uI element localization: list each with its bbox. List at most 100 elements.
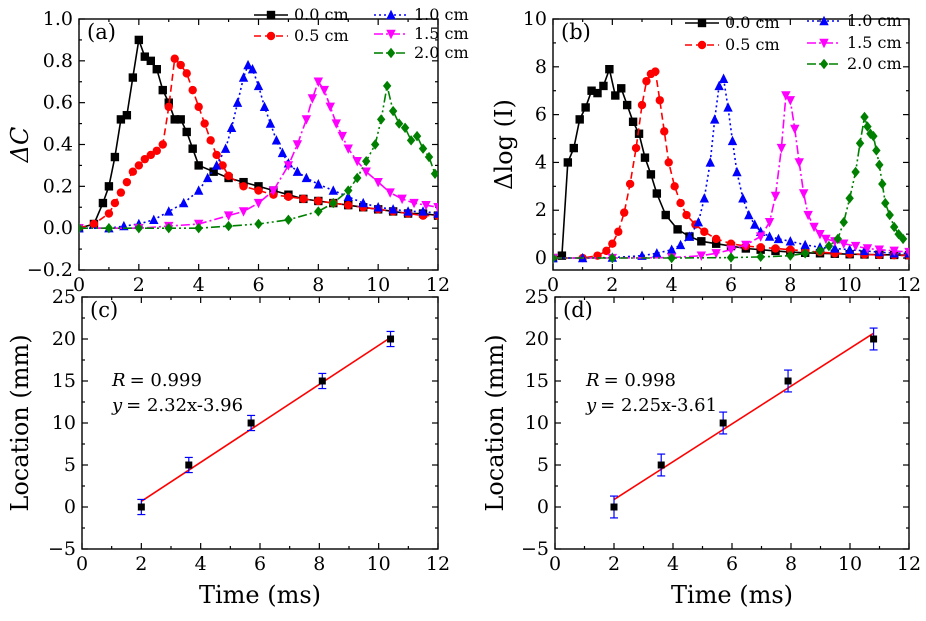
data-point (301, 172, 312, 183)
data-point (553, 252, 558, 264)
data-point (631, 143, 641, 153)
panel-b: 0 2 4 6 8 10 12 0 2 4 6 8 10 (b) Δlog (I) 0.0 cm 0.5 cm 1… (490, 8, 921, 296)
data-point (313, 179, 324, 189)
data-point (625, 179, 635, 189)
data-point (344, 185, 353, 196)
data-point (179, 197, 189, 208)
y-tick-label: 0 (535, 247, 547, 269)
legend-marker (697, 18, 707, 28)
data-point (104, 222, 114, 234)
data-point (622, 100, 632, 110)
y-tick-label: 0.0 (43, 217, 73, 239)
fit-line (140, 336, 391, 502)
y-tick-label: 0.4 (43, 134, 73, 156)
data-point (726, 252, 736, 263)
legend-label: 1.5 cm (414, 24, 469, 43)
data-point (193, 185, 204, 195)
legend-marker (697, 40, 707, 50)
data-point (874, 245, 885, 255)
data-point (418, 143, 428, 154)
x-tick-label: 2 (133, 274, 145, 296)
data-point (128, 73, 138, 82)
data-point (726, 245, 736, 255)
plot-frame (78, 18, 439, 271)
legend-label: 1.0 cm (414, 5, 469, 24)
x-tick-label: 8 (313, 553, 325, 575)
data-point (387, 335, 395, 343)
data-point (376, 114, 386, 125)
data-point (388, 105, 398, 117)
data-point (771, 244, 780, 253)
data-point (587, 86, 596, 95)
data-point (803, 210, 813, 221)
data-point (673, 225, 682, 234)
data-point (815, 229, 825, 240)
fit-equation: = 2.32x-3.96 (126, 395, 243, 416)
data-point (149, 214, 159, 224)
x-tick-label: 6 (254, 553, 266, 575)
legend-label: 0.5 cm (294, 26, 349, 45)
data-point (786, 250, 795, 261)
data-point (839, 239, 849, 249)
data-point (809, 222, 819, 233)
data-point (839, 216, 848, 228)
data-point (784, 377, 792, 385)
data-point (786, 245, 795, 254)
series-2-0-cm (553, 111, 908, 264)
fit-equation-annotation: y = 2.32x-3.96 (111, 395, 243, 416)
data-point (844, 244, 855, 254)
data-point (860, 111, 869, 123)
data-point (343, 144, 353, 154)
data-point (652, 189, 662, 198)
data-point (664, 158, 673, 167)
data-point (666, 244, 677, 254)
data-point (212, 150, 221, 160)
data-point (693, 216, 704, 227)
series-line (553, 70, 909, 259)
y-axis-label: Location (mm) (6, 334, 34, 511)
legend-label: 1.0 cm (847, 11, 902, 30)
x-axis-label: Time (ms) (199, 581, 321, 609)
data-point (776, 143, 787, 154)
data-point (610, 503, 618, 511)
data-point (232, 97, 243, 107)
data-point (661, 210, 670, 220)
data-point (98, 198, 108, 208)
x-tick-label: 0 (76, 553, 88, 575)
data-point (855, 138, 865, 149)
data-point (158, 85, 167, 95)
data-point (741, 240, 751, 251)
data-point (104, 209, 114, 218)
data-point (382, 80, 392, 92)
y-symbol: y (585, 395, 597, 416)
data-point (239, 182, 248, 191)
data-point (557, 251, 567, 260)
data-point (194, 222, 203, 234)
data-point (265, 118, 276, 128)
data-point (152, 146, 161, 155)
y-tick-label: 0.8 (43, 50, 73, 72)
data-point (388, 204, 398, 214)
x-tick-label: 6 (725, 274, 737, 296)
data-point (875, 159, 884, 171)
data-point (790, 124, 800, 135)
fit-line (613, 332, 875, 501)
data-point (185, 461, 193, 469)
y-symbol: y (111, 395, 123, 416)
data-point (314, 196, 323, 206)
data-point (755, 232, 766, 242)
data-point (202, 172, 213, 183)
data-point (146, 150, 155, 160)
y-tick-label: 5 (64, 454, 76, 476)
legend-marker (266, 10, 276, 20)
data-point (904, 247, 909, 258)
data-point (140, 52, 150, 61)
data-point (709, 114, 720, 124)
data-point (373, 202, 383, 212)
x-tick-label: 0 (73, 274, 85, 296)
data-point (314, 206, 323, 217)
data-point (593, 88, 602, 98)
data-point (299, 194, 308, 204)
data-point (785, 96, 796, 106)
